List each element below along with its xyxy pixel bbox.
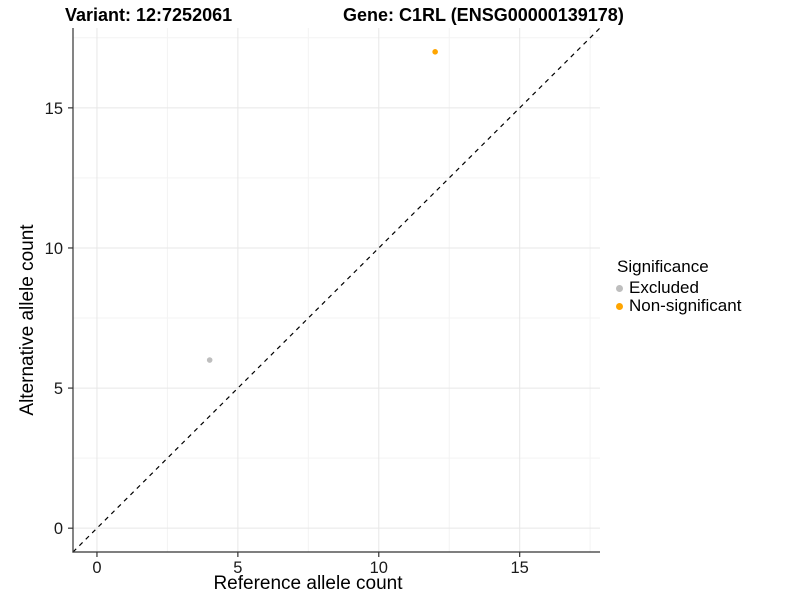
legend-item-non-significant: Non-significant xyxy=(610,297,741,315)
legend-item-excluded: Excluded xyxy=(610,279,741,297)
legend-dot-non-significant-icon xyxy=(616,302,623,310)
y-tick-label: 0 xyxy=(54,520,63,538)
y-tick-label: 10 xyxy=(45,240,63,258)
legend-item-label: Excluded xyxy=(629,278,699,297)
x-tick-label: 15 xyxy=(511,559,529,577)
plot-title-gene: Gene: C1RL (ENSG00000139178) xyxy=(343,5,624,25)
data-point-excluded xyxy=(206,357,213,363)
legend: Significance Excluded Non-significant xyxy=(610,257,741,315)
x-tick-label: 0 xyxy=(92,559,101,577)
plot-title-variant: Variant: 12:7252061 xyxy=(65,5,233,25)
data-point-non-significant xyxy=(432,49,438,55)
y-axis-label: Alternative allele count xyxy=(17,224,38,416)
legend-item-label: Non-significant xyxy=(629,296,742,315)
identity-line xyxy=(72,27,601,553)
x-tick-label: 5 xyxy=(233,559,242,577)
x-tick-label: 10 xyxy=(370,559,388,577)
legend-dot-excluded-icon xyxy=(616,284,623,292)
legend-title: Significance xyxy=(617,257,709,276)
y-tick-label: 15 xyxy=(45,100,63,118)
x-axis-label: Reference allele count xyxy=(213,573,403,594)
y-tick-label: 5 xyxy=(54,380,63,398)
